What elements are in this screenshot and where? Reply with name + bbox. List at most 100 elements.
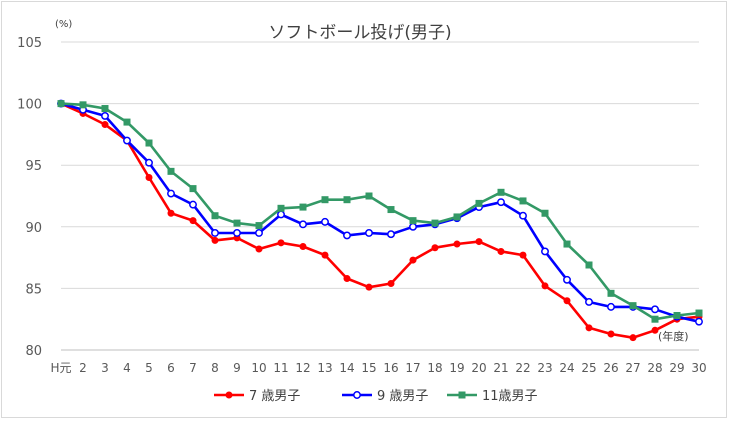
x-tick-label: 3 (101, 361, 109, 375)
data-point (189, 200, 197, 209)
x-tick-label: 6 (167, 361, 175, 375)
data-point (695, 309, 703, 317)
data-point (167, 209, 175, 217)
data-point (387, 230, 395, 239)
data-point (541, 282, 549, 290)
x-tick-label: 5 (145, 361, 153, 375)
x-tick-label: 30 (691, 361, 706, 375)
x-tick-label: 9 (233, 361, 241, 375)
data-point (585, 261, 593, 269)
data-point (651, 305, 659, 314)
data-point (233, 219, 241, 227)
data-point (651, 326, 659, 334)
legend-item-1: 7 歳男子 (214, 389, 300, 404)
data-point (607, 302, 615, 311)
data-point (211, 212, 219, 220)
y-unit-label: (%) (55, 19, 72, 30)
data-point (299, 203, 307, 211)
x-tick-label: 2 (79, 361, 87, 375)
data-point (651, 315, 659, 323)
x-tick-label: 25 (581, 361, 596, 375)
x-tick-label: 16 (383, 361, 398, 375)
data-point (343, 196, 351, 204)
x-tick-label: 12 (295, 361, 310, 375)
data-point (541, 247, 549, 256)
data-point (145, 158, 153, 167)
data-point (453, 240, 461, 248)
data-point (101, 121, 109, 129)
chart-title: ソフトボール投げ(男子) (268, 23, 451, 43)
data-point (189, 217, 197, 225)
series-line (60, 102, 700, 340)
data-point (277, 239, 285, 247)
x-tick-label: 29 (669, 361, 684, 375)
y-axis-ticks: 80 85 90 95 100 105 (17, 36, 42, 359)
x-tick-label: 14 (339, 361, 354, 375)
series-line (60, 102, 700, 323)
data-point (673, 312, 681, 320)
data-point (167, 167, 175, 175)
x-tick-label: 8 (211, 361, 219, 375)
data-point (475, 238, 483, 246)
data-point (189, 185, 197, 193)
data-point (563, 240, 571, 248)
x-tick-label: 15 (361, 361, 376, 375)
data-point (79, 101, 87, 109)
data-point (167, 189, 175, 198)
legend-label: 7 歳男子 (249, 389, 300, 404)
data-point (497, 247, 505, 255)
legend: 7 歳男子 9 歳男子 11歳男子 (214, 389, 538, 404)
data-point (519, 197, 527, 205)
data-point (123, 118, 131, 126)
x-tick-label: 21 (493, 361, 508, 375)
series-3 (57, 100, 703, 323)
legend-marker (225, 391, 233, 399)
series-2 (57, 99, 703, 326)
x-tick-label: 27 (625, 361, 640, 375)
legend-marker (458, 391, 466, 399)
data-point (343, 231, 351, 240)
series-group (57, 99, 703, 342)
data-point (365, 229, 373, 237)
data-point (145, 174, 153, 182)
legend-label: 11歳男子 (482, 389, 538, 404)
y-tick-label: 100 (17, 98, 42, 113)
data-point (695, 317, 703, 326)
x-unit-label: (年度) (658, 329, 689, 343)
data-point (607, 330, 615, 338)
data-point (299, 220, 307, 229)
x-tick-label: 24 (559, 361, 574, 375)
data-point (497, 188, 505, 196)
data-point (211, 229, 219, 237)
data-point (519, 251, 527, 259)
data-point (387, 279, 395, 287)
data-point (431, 244, 439, 252)
data-point (563, 297, 571, 305)
gridlines (61, 41, 699, 351)
data-point (321, 217, 329, 226)
data-point (607, 289, 615, 297)
x-tick-label: 18 (427, 361, 442, 375)
x-tick-label: 20 (471, 361, 486, 375)
data-point (123, 136, 131, 145)
data-point (277, 210, 285, 219)
data-point (255, 229, 263, 237)
data-point (475, 199, 483, 207)
data-point (629, 334, 637, 342)
x-tick-label: 10 (251, 361, 266, 375)
data-point (409, 217, 417, 225)
x-tick-label: 22 (515, 361, 530, 375)
series-line (60, 102, 700, 321)
y-tick-label: 80 (25, 344, 42, 359)
x-tick-label: 26 (603, 361, 618, 375)
y-tick-label: 90 (25, 221, 42, 236)
y-tick-label: 95 (25, 159, 42, 174)
data-point (585, 298, 593, 306)
legend-marker (353, 391, 361, 399)
data-point (145, 139, 153, 147)
x-tick-label: 11 (273, 361, 288, 375)
x-tick-label: H元 (50, 361, 71, 375)
x-tick-label: 19 (449, 361, 464, 375)
